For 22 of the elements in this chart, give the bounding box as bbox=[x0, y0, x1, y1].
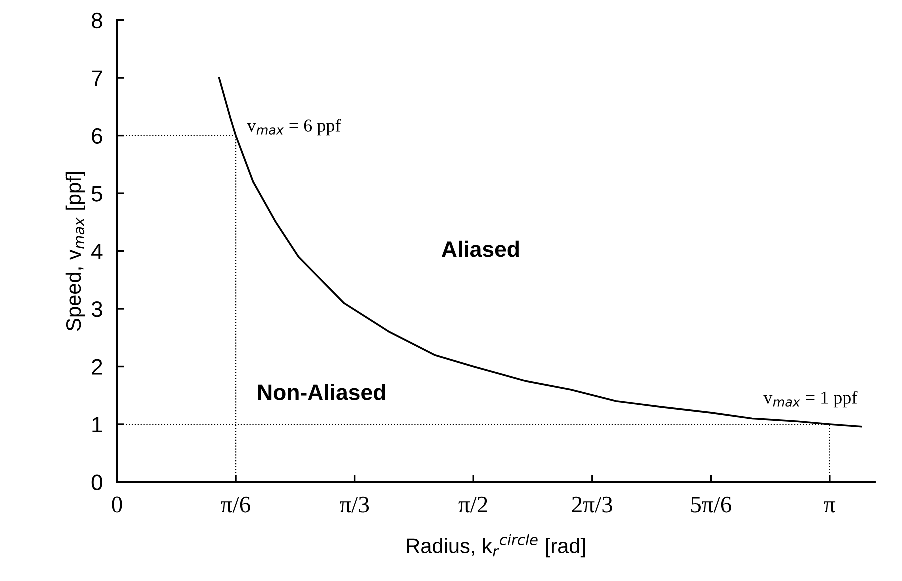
y-axis-title: Speed, v$_{max}$ [ppf] bbox=[66, 172, 86, 331]
y-tick-label: 6 bbox=[92, 128, 102, 144]
y-tick-label: 2 bbox=[92, 359, 102, 375]
x-tick-label: π/6 bbox=[221, 496, 250, 513]
y-tick-label: 7 bbox=[92, 70, 102, 86]
x-axis-title: Radius, k$_{r}$$^{circle}$ [rad] bbox=[407, 534, 586, 558]
y-tick-label: 5 bbox=[92, 186, 102, 202]
annotation: v$_{max}$ = 6 ppf bbox=[247, 119, 342, 136]
annotation: Aliased bbox=[442, 240, 520, 258]
y-tick-label: 4 bbox=[92, 244, 103, 260]
y-tick-label: 0 bbox=[92, 474, 103, 490]
x-tick-label: π bbox=[824, 502, 836, 513]
x-tick-label: 0 bbox=[112, 496, 122, 513]
x-tick-label: 5π/6 bbox=[691, 496, 732, 513]
y-tick-label: 8 bbox=[92, 12, 102, 29]
x-tick-label: 2π/3 bbox=[572, 496, 612, 513]
y-tick-label: 3 bbox=[92, 302, 102, 318]
y-tick-label: 1 bbox=[92, 417, 102, 433]
annotation: v$_{max}$ = 1 ppf bbox=[764, 391, 858, 408]
x-tick-label: π/2 bbox=[458, 496, 488, 513]
x-tick-label: π/3 bbox=[340, 496, 370, 513]
annotation: Non-Aliased bbox=[258, 384, 386, 400]
